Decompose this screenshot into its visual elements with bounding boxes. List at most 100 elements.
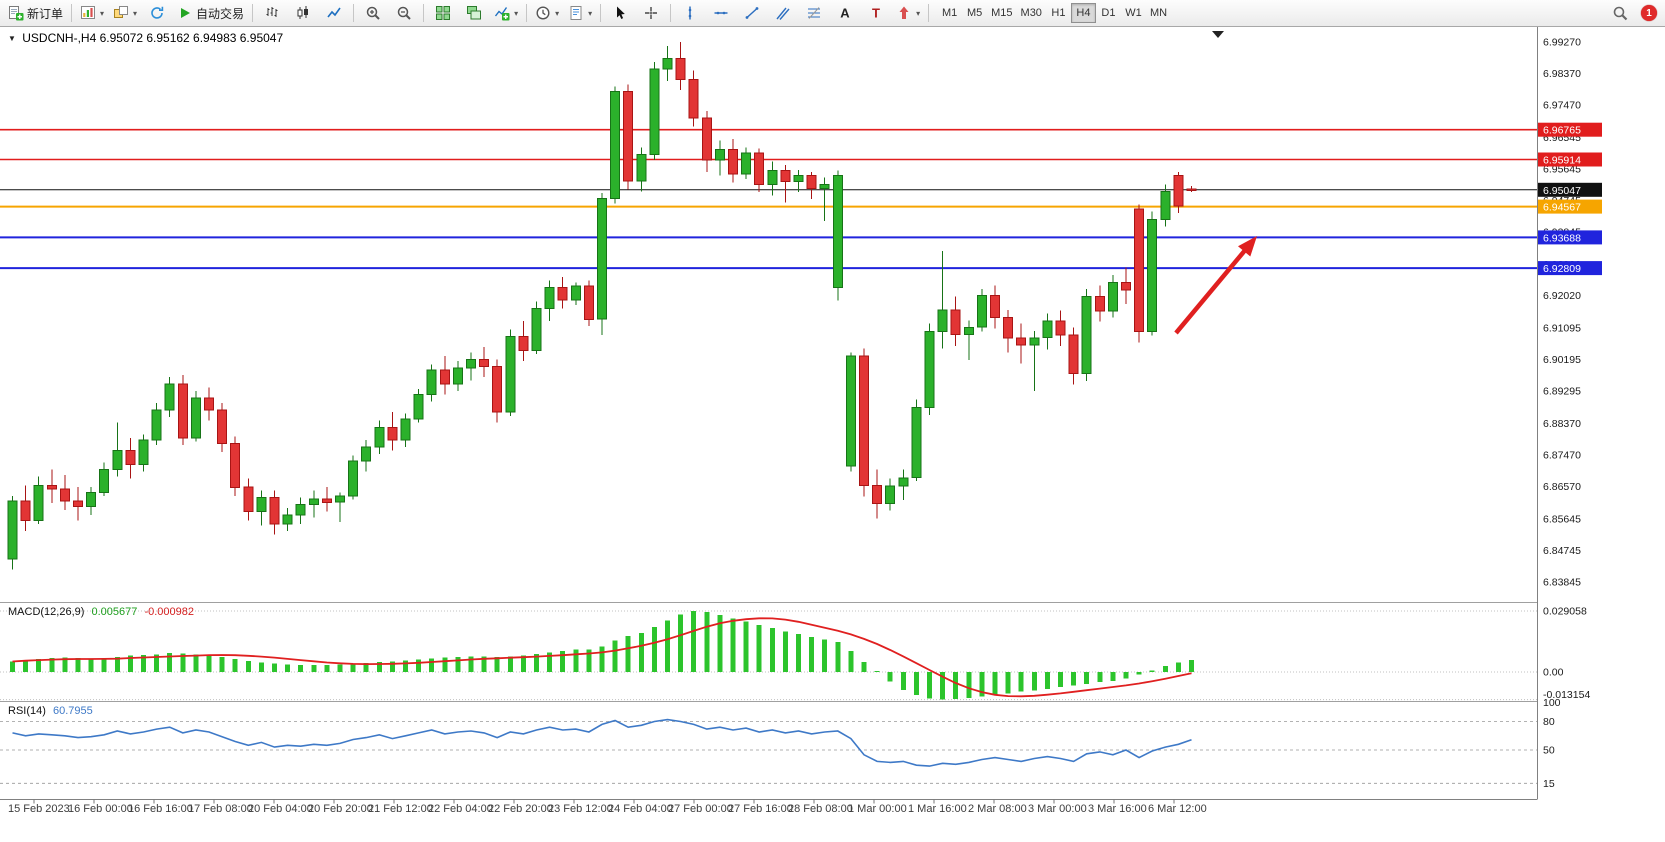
trendline-icon [744,5,760,21]
svg-text:6.93688: 6.93688 [1543,232,1581,244]
new-chart-button[interactable]: ▾ [76,1,108,25]
shapes-icon [896,5,912,21]
bar-chart-button[interactable] [257,1,287,25]
search-icon [1612,5,1628,21]
svg-text:22 Feb 20:00: 22 Feb 20:00 [488,803,553,815]
timeframe-m15[interactable]: M15 [991,7,1013,19]
resistance-line-1-tag: 6.96765 [1538,122,1602,137]
timeframe-mn[interactable]: MN [1149,7,1168,19]
timeframe-d1[interactable]: D1 [1101,7,1116,19]
svg-text:23 Feb 12:00: 23 Feb 12:00 [548,803,613,815]
search-button[interactable] [1605,1,1635,25]
svg-text:6.95914: 6.95914 [1543,155,1581,167]
equidistant-channel-button[interactable] [768,1,798,25]
vline-icon [682,5,698,21]
auto-trading-button[interactable]: 自动交易 [173,1,248,25]
indicators-button[interactable]: ▾ [490,1,522,25]
auto-arrange-button[interactable] [459,1,489,25]
candlestick-chart-button[interactable] [288,1,318,25]
price-axis[interactable]: 6.992706.983706.974706.965456.956456.947… [1537,27,1665,800]
dropdown-arrow-icon: ▾ [514,8,519,18]
indicators-icon [494,5,510,21]
auto-trading-label: 自动交易 [196,6,245,21]
toolbar-right-group: 1 [1605,1,1661,25]
resistance-line-2-tag: 6.95914 [1538,152,1602,167]
fibonacci-retracement-button[interactable] [799,1,829,25]
macd-panel[interactable] [0,610,1537,701]
profiles-button[interactable]: ▾ [109,1,141,25]
svg-text:-0.013154: -0.013154 [1543,689,1590,701]
hline-icon [713,5,729,21]
horizontal-line-button[interactable] [706,1,736,25]
support-line-2-tag: 6.92809 [1538,261,1602,276]
macd-indicator-label: MACD(12,26,9) 0.005677 -0.000982 [8,606,194,618]
chart-shift-marker[interactable] [1212,31,1224,38]
zoom-in-button[interactable] [358,1,388,25]
trend-arrow[interactable] [1174,236,1257,335]
rsi-panel[interactable] [0,718,1537,784]
macd-name: MACD(12,26,9) [8,606,85,618]
svg-text:28 Feb 08:00: 28 Feb 08:00 [788,803,853,815]
new-order-label: 新订单 [27,6,64,21]
timeframe-h4[interactable]: H4 [1070,3,1096,23]
svg-text:6.83845: 6.83845 [1543,576,1581,588]
templates-button[interactable]: ▾ [564,1,596,25]
svg-text:17 Feb 08:00: 17 Feb 08:00 [188,803,253,815]
dropdown-arrow-icon: ▾ [100,8,105,18]
panel-dividers[interactable] [0,602,1665,800]
svg-text:1 Mar 00:00: 1 Mar 00:00 [848,803,907,815]
svg-text:6 Mar 12:00: 6 Mar 12:00 [1148,803,1207,815]
svg-text:22 Feb 04:00: 22 Feb 04:00 [428,803,493,815]
toolbar-separator [252,4,254,22]
cursor-button[interactable] [605,1,635,25]
svg-text:16 Feb 00:00: 16 Feb 00:00 [68,803,133,815]
pivot-line-orange-tag: 6.94567 [1538,199,1602,214]
candle-chart-icon [295,5,311,21]
zoom-in-icon [365,5,381,21]
timeframe-w1[interactable]: W1 [1125,7,1142,19]
arrows-objects-button[interactable]: ▾ [892,1,924,25]
trendline-button[interactable] [737,1,767,25]
svg-text:6.91095: 6.91095 [1543,323,1581,335]
new-order-button[interactable]: 新订单 [4,1,67,25]
rsi-indicator-label: RSI(14) 60.7955 [8,705,93,717]
toolbar-separator [670,4,672,22]
play-icon [177,5,193,21]
label-icon: T [868,5,884,21]
clock-icon [535,5,551,21]
svg-text:1 Mar 16:00: 1 Mar 16:00 [908,803,967,815]
svg-text:20 Feb 20:00: 20 Feb 20:00 [308,803,373,815]
timeframe-m5[interactable]: M5 [966,7,983,19]
svg-text:2 Mar 08:00: 2 Mar 08:00 [968,803,1027,815]
macd-main-value: 0.005677 [91,606,138,618]
svg-text:6.87470: 6.87470 [1543,450,1581,462]
toolbar-separator [600,4,602,22]
svg-text:T: T [872,6,880,21]
svg-text:6.92020: 6.92020 [1543,290,1581,302]
svg-text:27 Feb 16:00: 27 Feb 16:00 [728,803,793,815]
timeframe-m30[interactable]: M30 [1020,7,1042,19]
zoom-out-icon [396,5,412,21]
vertical-line-button[interactable] [675,1,705,25]
zoom-out-button[interactable] [389,1,419,25]
text-button[interactable]: A [830,1,860,25]
periods-button[interactable]: ▾ [531,1,563,25]
svg-text:6.90195: 6.90195 [1543,354,1581,366]
timeframe-h1[interactable]: H1 [1051,7,1066,19]
rsi-name: RSI(14) [8,705,46,717]
svg-text:0.029058: 0.029058 [1543,606,1587,618]
tile-windows-button[interactable] [428,1,458,25]
refresh-button[interactable] [142,1,172,25]
toolbar-separator [353,4,355,22]
crosshair-button[interactable] [636,1,666,25]
notification-badge[interactable]: 1 [1641,5,1657,21]
timeframe-m1[interactable]: M1 [941,7,958,19]
dropdown-arrow-icon: ▾ [555,8,560,18]
text-label-button[interactable]: T [861,1,891,25]
collapse-triangle-icon[interactable]: ▼ [8,34,16,43]
bar-chart-icon [264,5,280,21]
line-chart-button[interactable] [319,1,349,25]
chart-ohlc: 6.95072 6.95162 6.94983 6.95047 [99,31,284,45]
